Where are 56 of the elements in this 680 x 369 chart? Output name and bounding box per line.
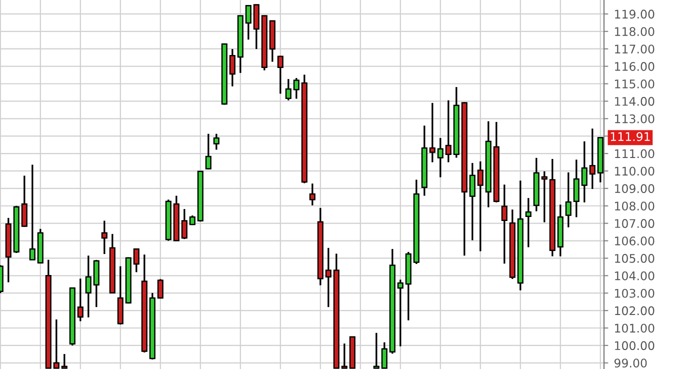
y-tick-label: 111.00 [615, 149, 654, 158]
candlestick [477, 160, 484, 252]
candlestick [277, 54, 284, 95]
y-tick-label: 119.00 [615, 10, 654, 19]
candlestick [85, 254, 92, 318]
candlestick [565, 172, 572, 228]
candlestick [213, 132, 220, 151]
candlestick [437, 137, 444, 178]
candlestick [205, 132, 212, 170]
y-tick-label: 110.00 [615, 166, 654, 176]
y-tick-label: 103.00 [615, 288, 654, 298]
y-tick-label: 104.00 [615, 271, 654, 280]
text: 111.91 [610, 132, 650, 142]
candlestick [245, 4, 252, 40]
candlestick [429, 102, 436, 164]
y-tick-label: 106.00 [615, 236, 654, 246]
y-tick-label: 105.00 [615, 254, 654, 263]
y-tick-label: 107.00 [615, 219, 654, 228]
candlestick [21, 174, 28, 228]
candlestick [229, 48, 236, 88]
y-tick-label: 118.00 [615, 27, 654, 36]
candlestick [133, 248, 140, 274]
candlestick [157, 278, 164, 300]
candlestick [53, 318, 60, 369]
candlestick [501, 184, 508, 264]
candlestick [285, 78, 292, 102]
y-tick-label: 99.00 [614, 358, 647, 368]
y-tick-label: 109.00 [615, 184, 654, 194]
candlestick [397, 278, 404, 348]
candlestick [77, 278, 84, 322]
candlestick [341, 342, 348, 369]
y-tick-label: 100.00 [615, 341, 654, 350]
y-tick-label: 113.00 [615, 114, 654, 124]
y-tick-label: 102.00 [615, 306, 654, 316]
y-tick-label: 117.00 [615, 44, 654, 54]
candlestick [181, 208, 188, 240]
candlestick [589, 128, 596, 190]
candlestick [525, 197, 532, 248]
candlestick [573, 158, 580, 218]
y-tick-label: 115.00 [615, 79, 654, 88]
candlestick [29, 164, 36, 261]
candlestick [101, 220, 108, 255]
candlestick [445, 99, 452, 164]
candlestick [373, 332, 380, 369]
candlestick [293, 77, 300, 100]
y-tick-label: 116.00 [615, 62, 654, 71]
candlestick [581, 140, 588, 204]
candlestick [309, 182, 316, 206]
y-tick-label: 101.00 [615, 324, 654, 333]
candlestick [541, 170, 548, 224]
candlestick [469, 162, 476, 242]
y-tick-label: 114.00 [615, 96, 654, 106]
y-tick-label: 108.00 [615, 202, 654, 211]
candlestick [61, 353, 68, 369]
candlestick [325, 247, 332, 308]
candlestick [381, 341, 388, 369]
